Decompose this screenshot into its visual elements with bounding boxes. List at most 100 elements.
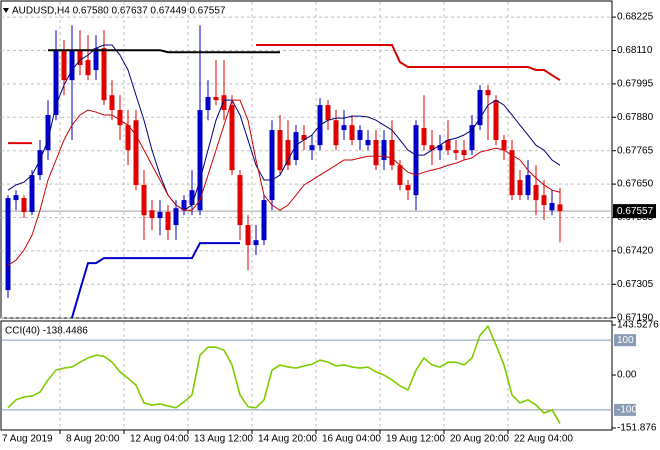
candle-body (477, 90, 483, 126)
candle-body (501, 139, 507, 151)
candle-body (85, 60, 91, 76)
candle-body (341, 125, 347, 131)
candle-body (429, 145, 435, 151)
candle-body (445, 139, 451, 151)
candle-body (461, 150, 467, 156)
x-tick-label: 13 Aug 12:00 (194, 434, 253, 445)
cci-tick-label: 0.00 (617, 370, 637, 381)
candle-body (285, 139, 291, 166)
overlay-line (71, 242, 240, 318)
y-tick-label: 0.68110 (617, 45, 653, 56)
candle-body (165, 211, 171, 230)
overlay-line (48, 49, 280, 54)
x-tick-label: 12 Aug 04:00 (130, 434, 189, 445)
candle-body (349, 125, 355, 140)
candle-body (541, 195, 547, 206)
candle-body (157, 211, 163, 219)
y-tick-label: 0.67995 (617, 79, 654, 90)
x-tick-label: 8 Aug 20:00 (66, 434, 120, 445)
y-tick-label: 0.67420 (617, 246, 654, 257)
candle-body (261, 200, 267, 241)
candle-body (365, 139, 371, 146)
x-tick-label: 20 Aug 20:00 (450, 434, 509, 445)
candle-body (101, 48, 107, 101)
candle-body (453, 150, 459, 154)
last-price-box (613, 204, 656, 219)
y-tick-label: 0.67190 (617, 312, 654, 323)
candle-body (189, 190, 195, 206)
candle-body (205, 96, 211, 111)
candle-body (69, 50, 75, 81)
candle-body (181, 200, 187, 211)
candle-body (493, 100, 499, 140)
candle-body (77, 50, 83, 66)
y-tick-label: 0.67305 (617, 279, 654, 290)
candle-body (469, 125, 475, 151)
cci-tick-label: -151.876 (617, 423, 657, 434)
overlay-line (7, 44, 561, 211)
candle-body (533, 184, 539, 201)
candle-body (221, 95, 227, 111)
candle-body (421, 128, 427, 146)
candle-body (301, 135, 307, 140)
y-tick-label: 0.67880 (617, 112, 654, 123)
x-tick-label: 14 Aug 20:00 (258, 434, 317, 445)
candle-body (509, 150, 515, 196)
candle-body (13, 195, 19, 201)
last-price-label: 0.67557 (617, 206, 654, 217)
candle-body (269, 130, 275, 201)
candle-body (437, 145, 443, 151)
candle-body (197, 110, 203, 211)
y-tick-label: 0.67650 (617, 179, 654, 190)
x-tick-label: 19 Aug 12:00 (386, 434, 445, 445)
cci-label: CCI(40) -138.4486 (5, 326, 88, 337)
overlay-line (7, 99, 561, 266)
candle-body (125, 125, 131, 151)
cci-tick-label: 143.5276 (617, 320, 659, 331)
main-panel (0, 0, 613, 319)
candle-body (405, 184, 411, 191)
candle-body (309, 145, 315, 151)
candle-body (213, 96, 219, 101)
candle-body (133, 120, 139, 185)
candle-body (237, 175, 243, 226)
candle-body (5, 198, 11, 291)
cci-line (7, 324, 561, 424)
cci-level-label: -100 (617, 405, 637, 416)
candle-body (253, 240, 259, 246)
candle-body (325, 105, 331, 121)
overlay-line (256, 43, 561, 81)
candle-body (549, 202, 555, 211)
y-tick-label: 0.67765 (617, 145, 654, 156)
candle-body (173, 208, 179, 226)
candle-body (141, 184, 147, 216)
x-tick-label: 22 Aug 04:00 (514, 434, 573, 445)
candle-body (53, 50, 59, 115)
candle-body (389, 139, 395, 166)
candle-body (381, 139, 387, 160)
candle-body (245, 225, 251, 246)
candle-body (229, 105, 235, 171)
candle-body (413, 125, 419, 196)
cci-level-box (614, 403, 636, 416)
candle-body (525, 175, 531, 196)
candle-body (557, 204, 563, 212)
candle-body (149, 210, 155, 219)
cci-level-box (614, 334, 636, 347)
candle-body (93, 48, 99, 70)
candle-body (397, 165, 403, 185)
candle-body (517, 180, 523, 196)
candle-body (485, 90, 491, 96)
candle-body (109, 95, 115, 111)
candle-body (357, 130, 363, 140)
candle-body (37, 150, 43, 176)
x-tick-label: 7 Aug 2019 (2, 434, 53, 445)
candle-body (117, 110, 123, 126)
candle-body (45, 114, 51, 151)
candle-body (61, 50, 67, 81)
candle-body (29, 175, 35, 212)
cci-level-label: 100 (617, 335, 634, 346)
